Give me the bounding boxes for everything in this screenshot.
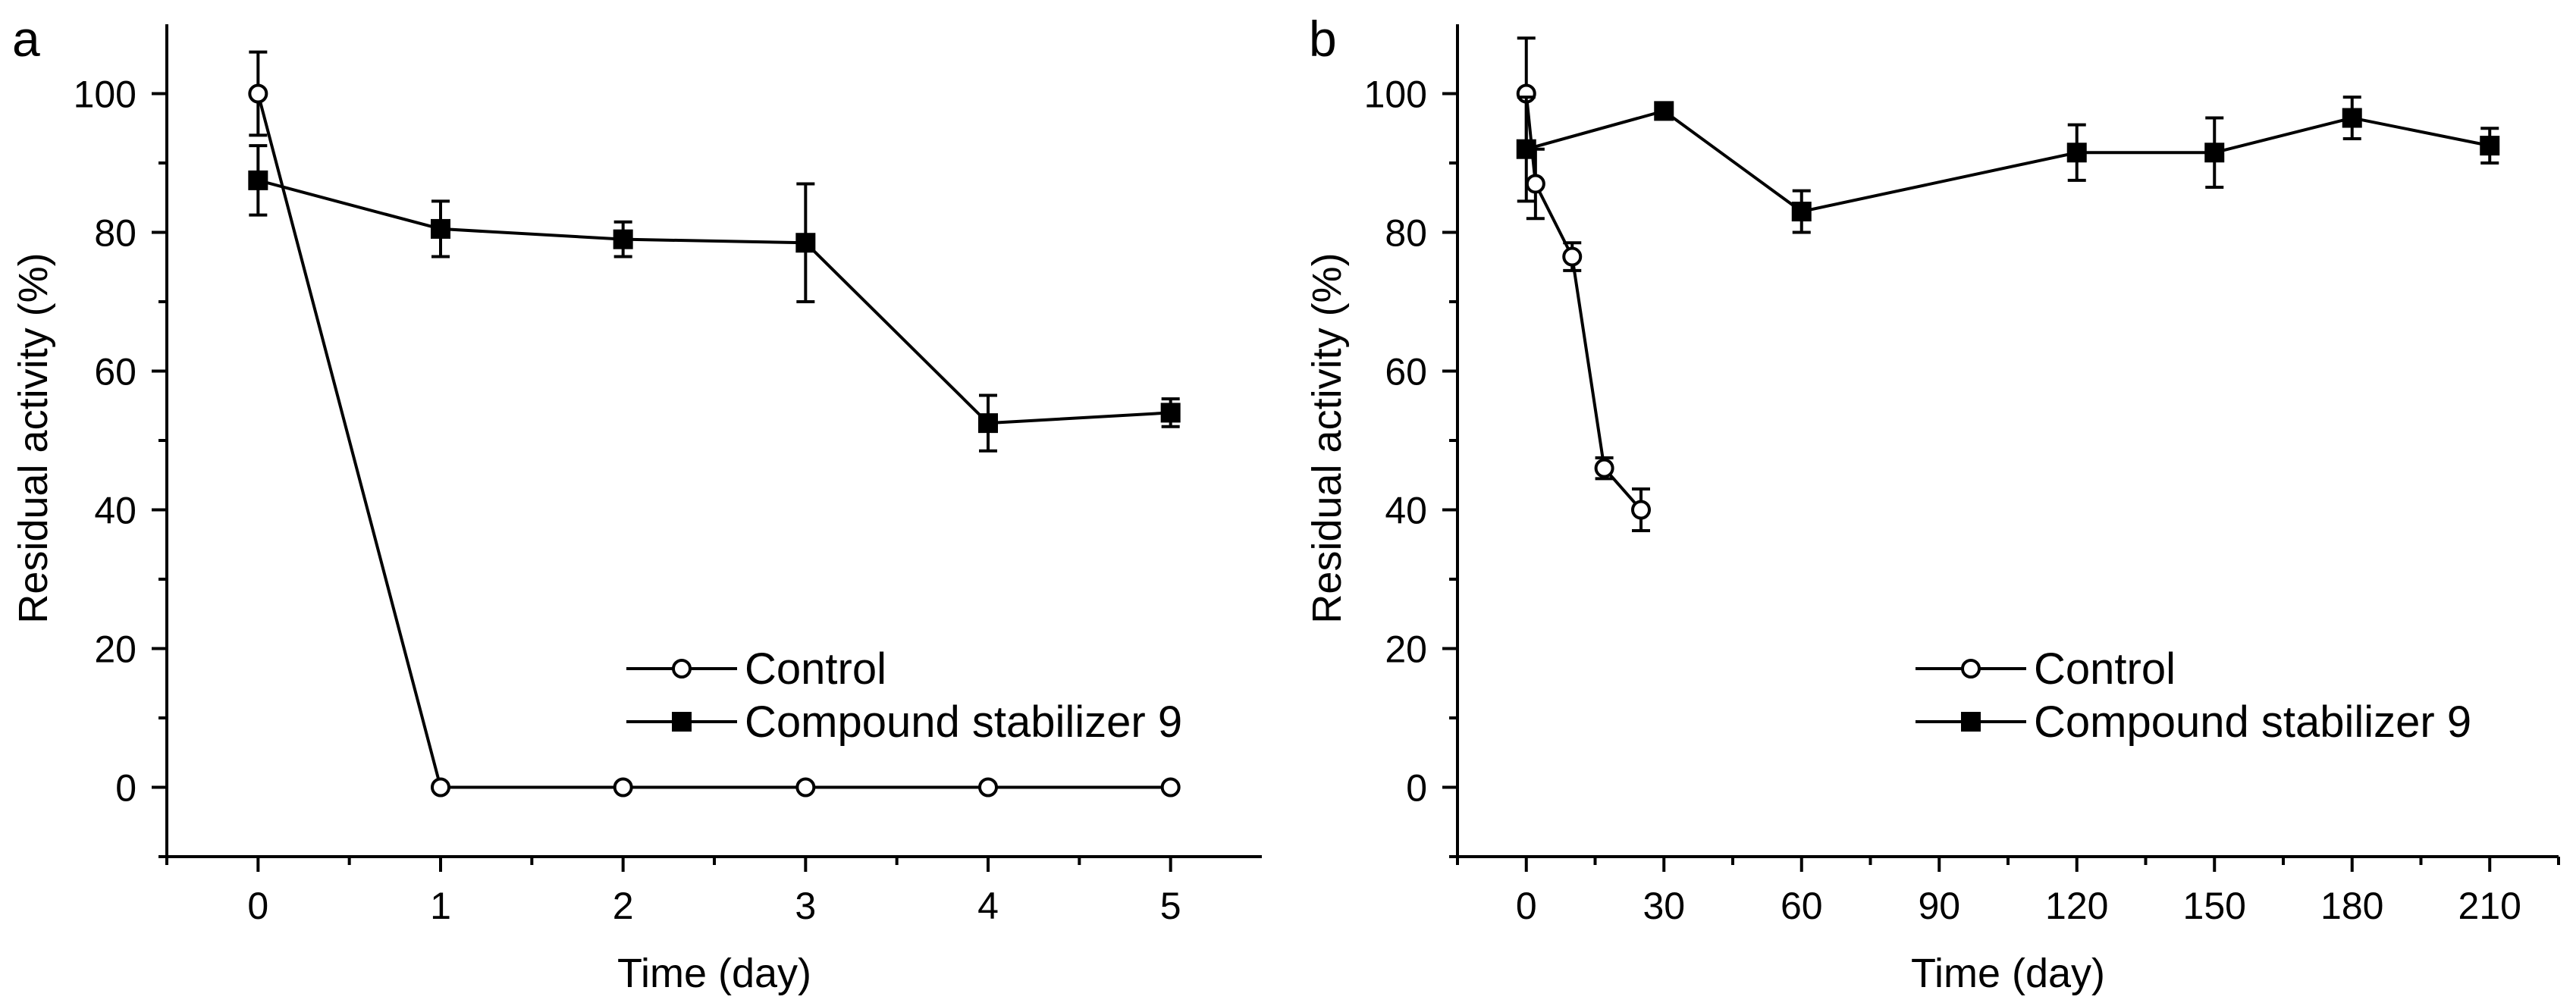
x-tick-label: 0	[247, 885, 268, 927]
data-point-circle	[1631, 500, 1651, 520]
chart-panel-a: a 0 1 2 3 4 5 0 20 40 60 80 100 Time (day) Residual a…	[11, 11, 1262, 996]
y-tick-label: 100	[74, 74, 136, 116]
legend-label: Compound stabilizer 9	[2034, 697, 2471, 747]
legend-label: Control	[2034, 644, 2176, 694]
y-tick-label: 20	[1385, 628, 1427, 671]
y-tick-label: 40	[94, 490, 136, 532]
x-tick-label: 180	[2320, 885, 2383, 927]
legend-label: Compound stabilizer 9	[745, 697, 1182, 747]
data-point-circle	[1562, 246, 1583, 267]
y-tick-label: 100	[1364, 74, 1427, 116]
legend-marker-circle	[1961, 659, 1981, 679]
y-tick-label: 60	[1385, 351, 1427, 393]
x-tick-label: 60	[1781, 885, 1823, 927]
x-tick-label: 0	[1516, 885, 1537, 927]
y-tick-label: 80	[1385, 212, 1427, 255]
data-point-square	[978, 413, 998, 434]
x-axis-title: Time (day)	[617, 951, 811, 996]
data-point-square	[2480, 136, 2500, 156]
x-axis-title: Time (day)	[1911, 951, 2105, 996]
data-point-circle	[248, 83, 268, 104]
x-tick-label: 210	[2458, 885, 2521, 927]
y-axis-title: Residual activity (%)	[11, 252, 56, 623]
x-tick-label: 150	[2183, 885, 2246, 927]
data-point-circle	[613, 777, 633, 798]
x-tick-label: 5	[1160, 885, 1181, 927]
x-tick-label: 1	[430, 885, 451, 927]
data-point-circle	[795, 777, 816, 798]
data-point-square	[1791, 202, 1812, 222]
data-point-circle	[1594, 458, 1614, 478]
series-line	[1524, 93, 1643, 511]
x-tick-label: 3	[795, 885, 816, 927]
data-point-square	[1516, 139, 1536, 159]
data-point-square	[2066, 143, 2087, 163]
x-tick-label: 2	[613, 885, 634, 927]
y-tick-label: 40	[1385, 490, 1427, 532]
series-control	[1516, 36, 1651, 532]
data-point-circle	[978, 777, 998, 798]
data-point-circle	[431, 777, 450, 798]
x-tick-label: 120	[2045, 885, 2108, 927]
data-point-square	[248, 170, 268, 190]
series-compound-stabilizer-9	[1516, 96, 2500, 234]
data-point-square	[431, 218, 450, 239]
y-tick-label: 80	[94, 212, 136, 255]
legend-marker-circle	[672, 659, 692, 679]
series-control	[248, 50, 1181, 798]
data-point-square	[2204, 143, 2225, 163]
series-compound-stabilizer-9	[248, 144, 1181, 453]
y-tick-label: 60	[94, 351, 136, 393]
data-point-circle	[1525, 174, 1545, 194]
chart-panel-b: b 0 30 60 90 120 150 180 210 0 20 40 60 80 100 Time (d…	[1304, 11, 2560, 996]
y-tick-label: 0	[115, 767, 136, 810]
legend-label: Control	[745, 644, 886, 694]
data-point-square	[2342, 108, 2362, 128]
data-point-square	[1160, 403, 1181, 423]
data-point-square	[1654, 101, 1674, 121]
y-tick-label: 20	[94, 628, 136, 671]
legend-marker-square	[1961, 712, 1981, 732]
series-line	[257, 178, 1171, 425]
x-tick-label: 90	[1918, 885, 1960, 927]
data-point-circle	[1160, 777, 1181, 798]
data-point-square	[795, 233, 816, 253]
x-tick-label: 4	[977, 885, 999, 927]
y-axis-title: Residual activity (%)	[1304, 252, 1350, 623]
y-tick-label: 0	[1406, 767, 1427, 810]
panel-label-a: a	[12, 11, 40, 67]
data-point-square	[613, 229, 633, 249]
x-tick-label: 30	[1643, 885, 1685, 927]
panel-label-b: b	[1309, 11, 1337, 67]
legend-marker-square	[672, 712, 692, 732]
series-line	[256, 92, 1171, 789]
